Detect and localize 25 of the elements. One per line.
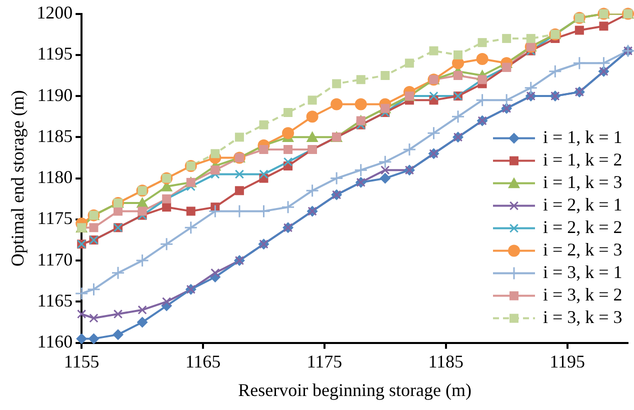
legend-label: i = 2, k = 1	[543, 194, 622, 215]
x-tick-label: 1165	[185, 351, 221, 372]
legend-label: i = 1, k = 2	[543, 150, 622, 170]
y-tick-label: 1190	[37, 84, 73, 105]
legend-label: i = 2, k = 3	[543, 240, 622, 260]
legend-label: i = 3, k = 1	[543, 262, 622, 282]
legend-label: i = 1, k = 3	[543, 172, 622, 192]
legend-label: i = 3, k = 2	[543, 284, 622, 305]
x-tick-label: 1175	[306, 351, 342, 372]
x-tick-label: 1155	[64, 351, 100, 372]
y-axis-title: Optimal end storage (m)	[8, 90, 28, 267]
x-axis-title: Reservoir beginning storage (m)	[238, 380, 472, 400]
legend-label: i = 1, k = 1	[543, 127, 622, 148]
legend-label: i = 3, k = 3	[543, 307, 622, 328]
x-tick-label: 1185	[428, 351, 464, 372]
y-tick-label: 1200	[36, 2, 73, 23]
legend-label: i = 2, k = 2	[543, 217, 622, 238]
y-tick-label: 1180	[37, 167, 73, 188]
y-tick-label: 1165	[37, 290, 73, 310]
y-tick-label: 1175	[37, 208, 73, 228]
y-tick-label: 1185	[37, 126, 73, 146]
y-tick-label: 1195	[37, 44, 73, 64]
y-tick-label: 1160	[37, 332, 73, 352]
y-tick-label: 1170	[37, 249, 73, 270]
x-tick-label: 1195	[550, 351, 585, 372]
